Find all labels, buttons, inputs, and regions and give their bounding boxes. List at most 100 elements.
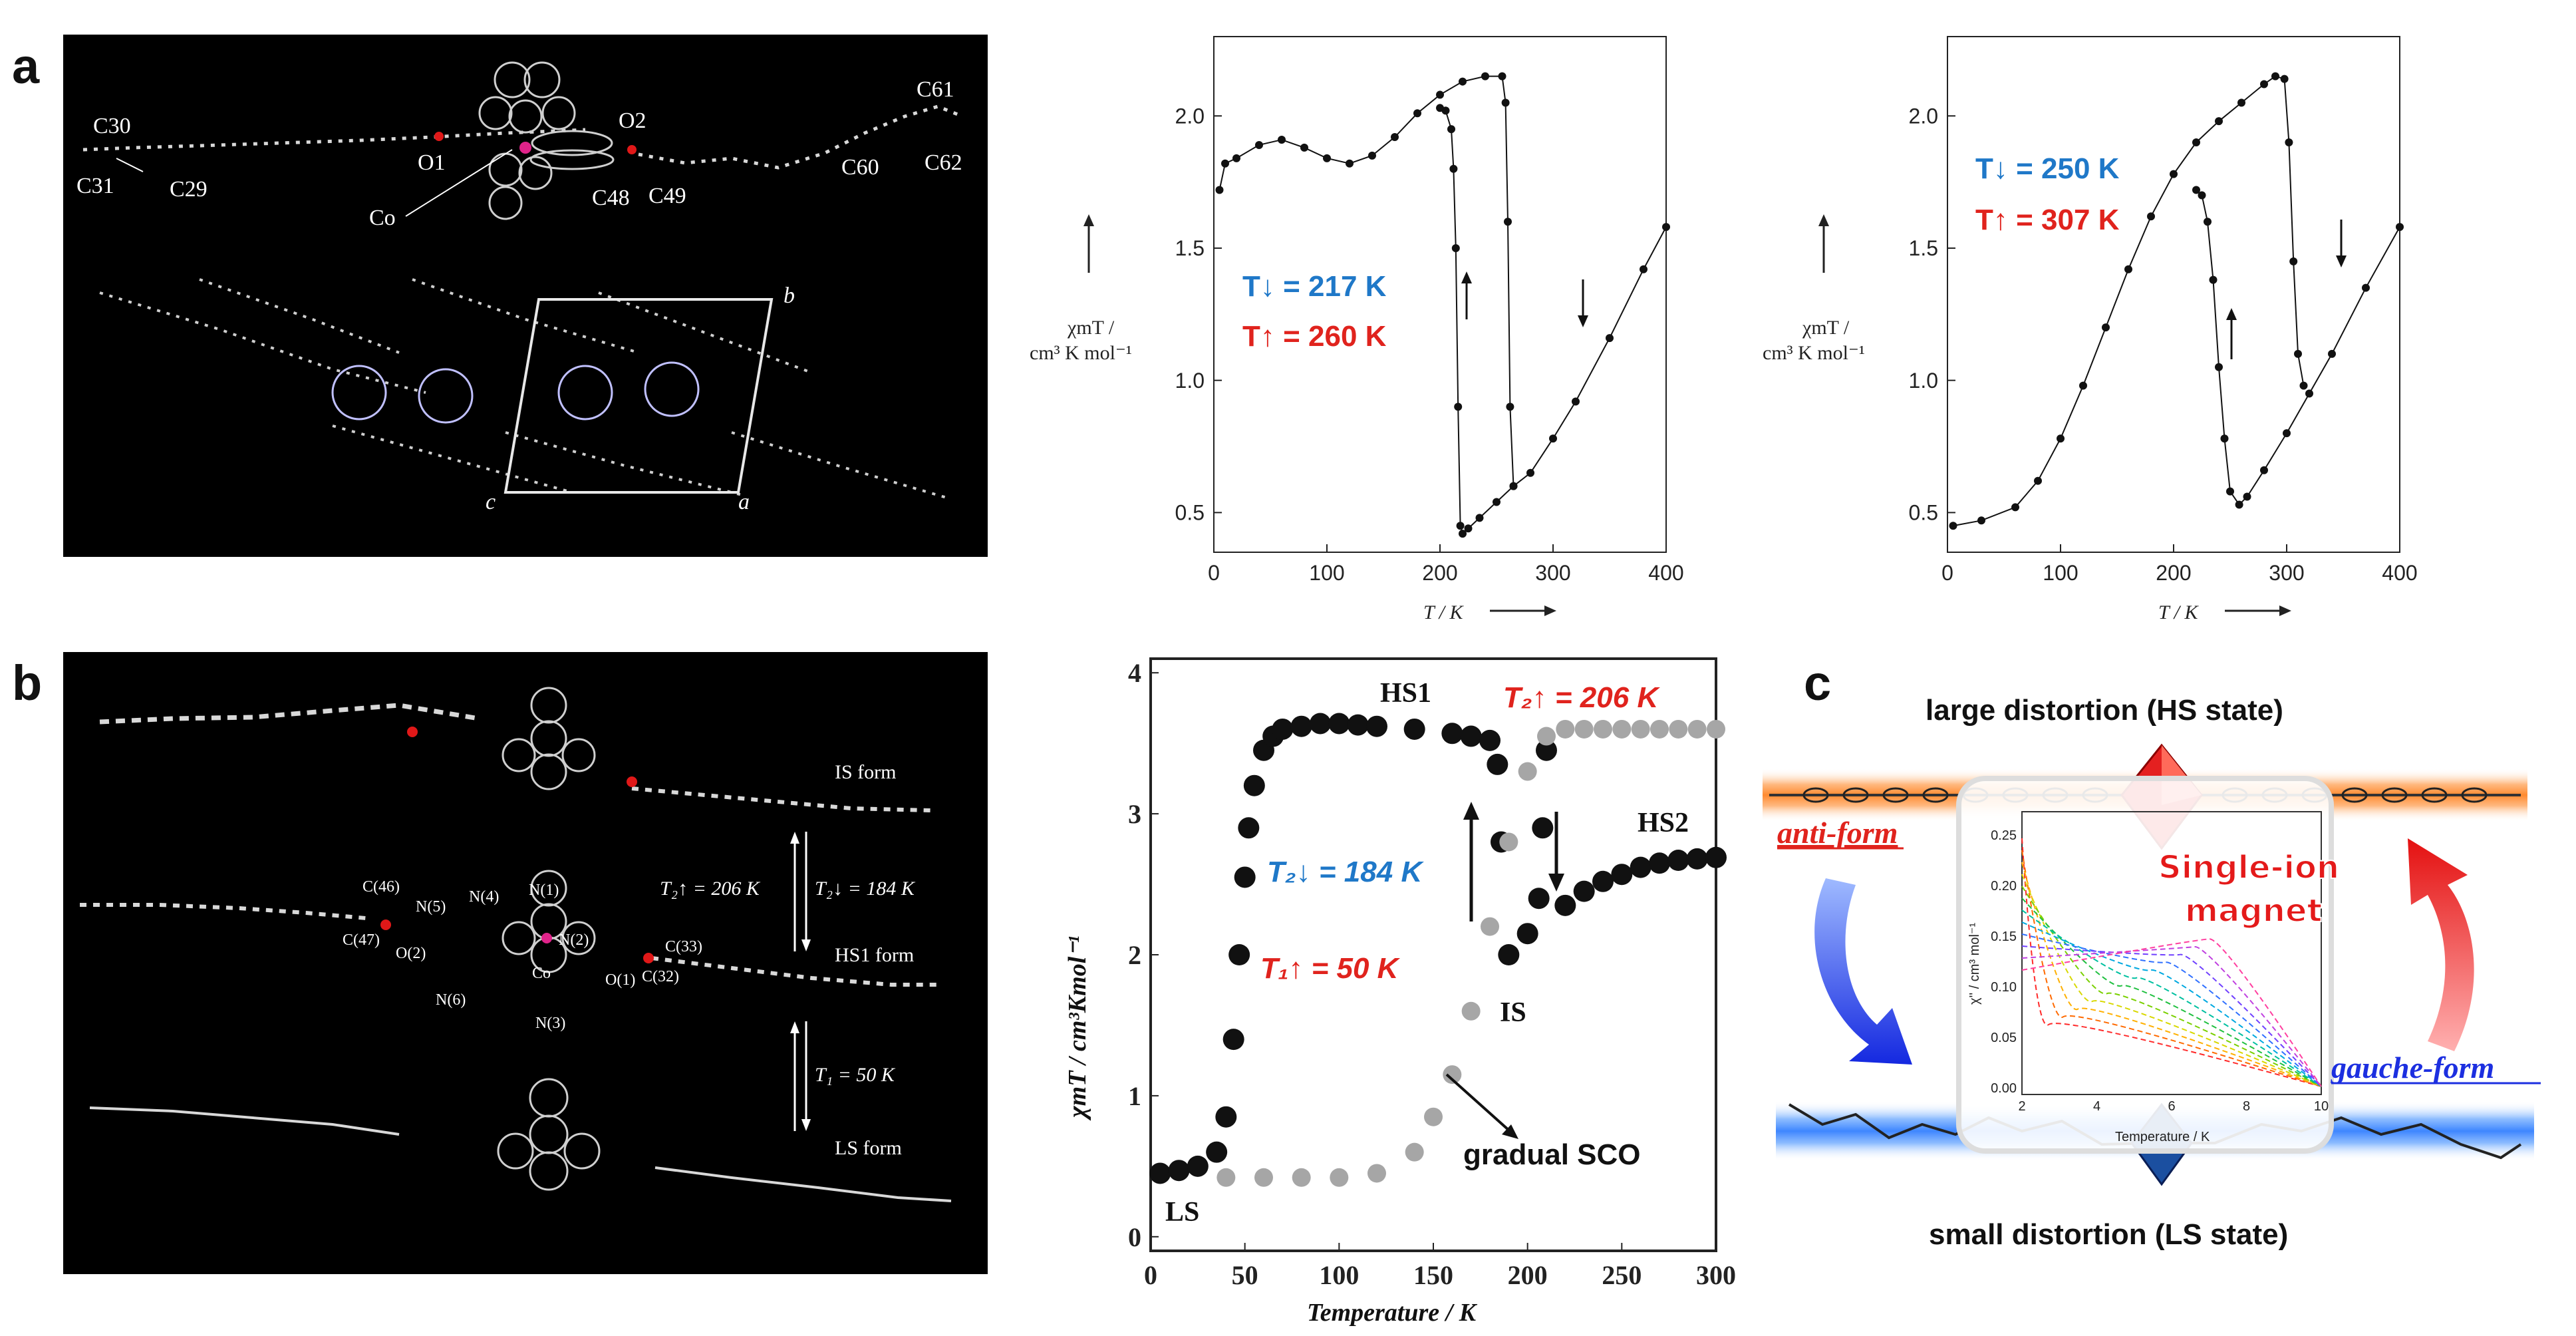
chart-a1-point (1436, 104, 1444, 112)
atom-label-c29: C29 (170, 177, 208, 202)
chart-b-xtick-label: 50 (1232, 1260, 1258, 1290)
chart-a-left: 0 100 200 300 400 0.5 1.0 1.5 2.0 (1175, 36, 1684, 585)
chart-b-point (1443, 1065, 1462, 1085)
atom-label-c47: C(47) (343, 931, 380, 949)
chart-a1-point (1662, 223, 1670, 232)
chart-a2-point (2289, 257, 2298, 265)
arrow-down-head (1578, 315, 1588, 327)
blue-curved-arrow (1814, 878, 1912, 1065)
chart-a1-xtick-label: 100 (1309, 561, 1344, 585)
chart-a1-point (1606, 334, 1614, 343)
chart-b-point (1149, 1162, 1171, 1184)
chart-a2-point (1949, 522, 1957, 530)
inset-ytick-label: 0.05 (1991, 1031, 2017, 1045)
chart-b-point (1687, 719, 1707, 739)
chart-b-point (1667, 850, 1689, 872)
single-ion-magnet-line1: Single-ion (2158, 849, 2339, 886)
chart-a2-point (2124, 265, 2132, 273)
chart-b-point (1612, 719, 1632, 739)
form-label-ls: LS form (835, 1137, 902, 1159)
chart-a2-point (2220, 434, 2229, 443)
chart-a2-point (2215, 363, 2223, 371)
atom-label-n6: N(6) (436, 991, 466, 1009)
transition-label-t2-up: T₂↑ = 206 K (660, 878, 761, 900)
chart-a2-point (2011, 503, 2019, 512)
chart-b-point (1243, 774, 1265, 796)
chart-a1-point (1451, 244, 1460, 252)
chart-b-point (1234, 866, 1256, 888)
panel-b-structure-image: IS form HS1 form LS form T₂↑ = 206 K T₂↓… (63, 652, 988, 1274)
alkyl-chain-left (82, 128, 586, 152)
inset-curve (2021, 933, 2322, 1087)
atom-label-o1b: O(1) (605, 971, 635, 989)
atom-label-n3: N(3) (535, 1015, 565, 1032)
chart-a2-point (2198, 191, 2206, 200)
chart-a1-point (1481, 72, 1489, 81)
chart-b-point (1187, 1155, 1209, 1177)
crystal-packing (99, 278, 952, 500)
panel-letter-a: a (12, 39, 40, 94)
chart-a2-point (2328, 349, 2336, 358)
chart-a2-point (2237, 98, 2245, 107)
chart-a2-point (2204, 218, 2212, 226)
chart-b-point (1206, 1141, 1228, 1163)
inset-xtick-label: 4 (2093, 1099, 2100, 1114)
chart-b-point (1573, 880, 1595, 902)
chart-a2-point (2294, 349, 2302, 358)
chart-b-xtick-label: 150 (1413, 1260, 1453, 1290)
chart-a1-point (1640, 265, 1647, 273)
chart-a2-point (2147, 212, 2155, 221)
form-label-is: IS form (835, 761, 897, 783)
chart-a2-point (2396, 223, 2404, 232)
inset-curve (2021, 838, 2322, 1087)
chart-a2-point (2192, 138, 2200, 146)
inset-curve (2021, 898, 2322, 1087)
chart-a2-point (2209, 275, 2218, 284)
inset-ytick-label: 0.10 (1991, 980, 2017, 995)
chart-b-point (1487, 753, 1508, 775)
chart-a2-point (2079, 381, 2087, 390)
chart-a2-series-line (1953, 75, 2305, 527)
chart-a1-point (1221, 159, 1229, 168)
inset-curve (2021, 921, 2322, 1087)
chart-b-xlabel: Temperature / K (1307, 1299, 1478, 1327)
atom-label-o1: O1 (418, 150, 446, 175)
arrow-down-head (2336, 255, 2347, 267)
chart-b-ytick-label: 4 (1128, 658, 1141, 688)
inset-xtick-label: 2 (2018, 1099, 2025, 1114)
chart-b-point (1532, 817, 1554, 839)
anti-form-label: anti-form (1777, 816, 1898, 850)
chart-a2-point (2299, 381, 2308, 390)
chart-a1-point (1300, 143, 1308, 152)
chart-a2-xtick-label: 0 (1941, 561, 1953, 585)
chart-b-ytick-label: 1 (1128, 1081, 1141, 1111)
chart-a2-point (2215, 117, 2223, 126)
chart-b-point (1611, 864, 1633, 886)
chart-a1-point (1506, 403, 1514, 411)
atom-label-c48: C48 (592, 186, 630, 210)
chart-b-point (1592, 870, 1614, 892)
inset-frame-axes (2021, 811, 2322, 1095)
atom-label-o2: O2 (619, 108, 646, 133)
inset-xtick-label: 8 (2243, 1099, 2250, 1114)
chart-b-xtick-label: 0 (1144, 1260, 1157, 1290)
chart-a1-point (1572, 397, 1580, 406)
atom-label-c32: C(32) (642, 968, 679, 985)
chart-b-ytick-label: 0 (1128, 1222, 1141, 1252)
chart-b-point (1215, 1106, 1237, 1128)
chart-b-point (1536, 739, 1557, 761)
chart-a2-ytick-label: 2.0 (1909, 104, 1938, 128)
atom-label-c30: C30 (93, 114, 131, 138)
transition-label-t1: T₁ = 50 K (815, 1064, 896, 1086)
chart-b-t1-up: T₁↑ = 50 K (1260, 952, 1401, 985)
chart-b-point (1272, 718, 1294, 740)
chart-a-right-t-up: T↑ = 307 K (1975, 204, 2120, 236)
chart-a-left-ylabel-1: χmT / (1067, 317, 1115, 339)
chart-a2-point (2271, 72, 2279, 81)
atom-label-o2b: O(2) (396, 945, 426, 962)
chart-b-state-is: IS (1500, 997, 1526, 1028)
chart-b-xtick-label: 200 (1508, 1260, 1548, 1290)
inset-curve (2021, 946, 2322, 1087)
chart-a2-point (2192, 186, 2200, 194)
